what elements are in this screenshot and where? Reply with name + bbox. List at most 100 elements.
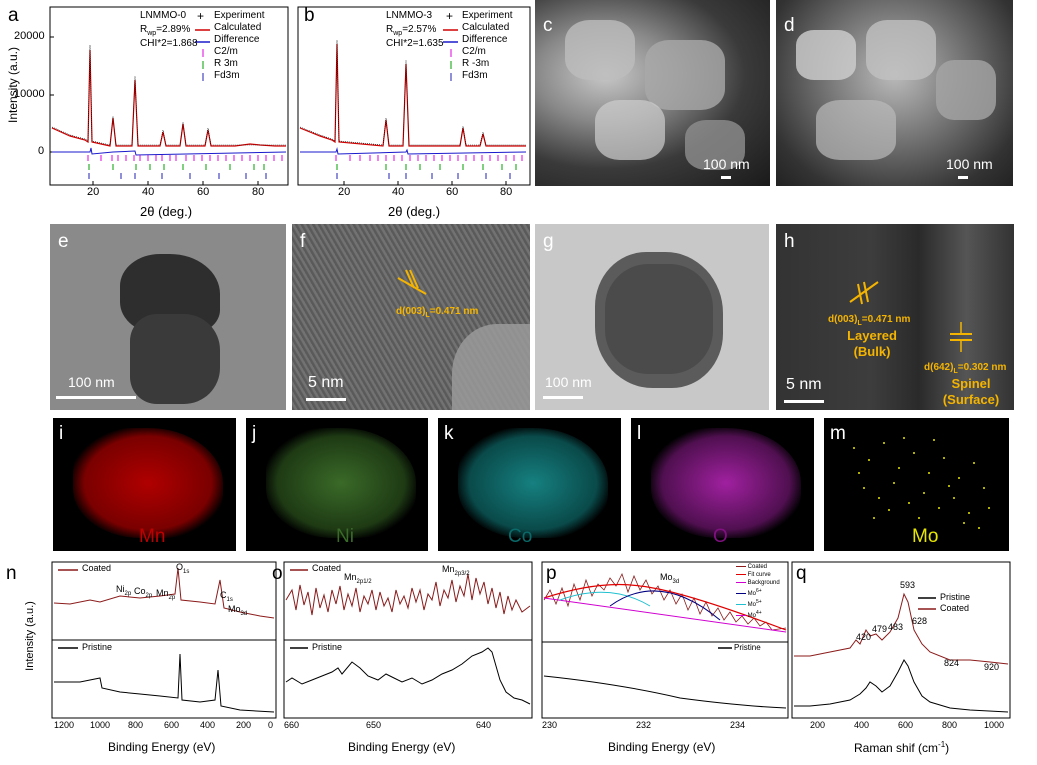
scale-label-h: 5 nm bbox=[786, 376, 822, 393]
peak-mn-2p12: Mn2p1/2 bbox=[344, 572, 372, 585]
panel-label-q: q bbox=[796, 563, 807, 584]
xtick-p-2: 234 bbox=[730, 720, 746, 730]
legend-pristine-p: Pristine bbox=[734, 643, 761, 652]
raman-peak-920: 920 bbox=[984, 662, 1000, 672]
d-spacing-h2: d(642)L=0.302 nm bbox=[924, 362, 1007, 375]
ytick-a-1: 10000 bbox=[14, 88, 45, 100]
tem-image-g: g 100 nm bbox=[535, 224, 769, 410]
eds-map-l: l O bbox=[631, 418, 814, 551]
x-axis-label-b: 2θ (deg.) bbox=[388, 204, 441, 219]
peak-mn-2p32: Mn2p3/2 bbox=[442, 564, 470, 577]
xtick-n-4: 400 bbox=[200, 720, 216, 730]
scale-label-e: 100 nm bbox=[68, 374, 115, 390]
scale-bar-c bbox=[721, 176, 731, 179]
panel-label-c: c bbox=[543, 15, 553, 36]
xtick-n-3: 600 bbox=[164, 720, 180, 730]
panel-a: + a LNMMO-0 Rwp=2.89% CHI*2=1.868 Experi… bbox=[0, 0, 290, 222]
peak-ni: Ni2p bbox=[116, 584, 132, 597]
panel-label-l: l bbox=[637, 423, 642, 444]
eds-map-i: i Mn bbox=[53, 418, 236, 551]
legend-coated-q: Coated bbox=[940, 603, 970, 613]
panel-label-i: i bbox=[59, 423, 64, 444]
xtick-q-2: 600 bbox=[898, 720, 914, 730]
lattice-marker-h2 bbox=[950, 322, 972, 352]
xtick-a-2: 60 bbox=[197, 186, 210, 198]
sem-image-c: c 100 nm bbox=[535, 0, 770, 186]
ytick-a-0: 20000 bbox=[14, 30, 45, 42]
peak-c1s: C1s bbox=[220, 590, 233, 603]
xtick-o-2: 640 bbox=[476, 720, 492, 730]
peak-mn: Mn2p bbox=[156, 588, 176, 601]
panel-q: q 593 628 420 479 483 824 920 Pristine C… bbox=[790, 560, 1030, 760]
rwp-a: Rwp=2.89% bbox=[140, 24, 191, 37]
xrd-plot-a: + bbox=[49, 6, 289, 186]
xrd-plot-b: + bbox=[297, 6, 531, 186]
scale-label-d: 100 nm bbox=[946, 156, 993, 172]
layered-label: Layered (Bulk) bbox=[847, 328, 897, 359]
hrtem-image-f: d(003)L=0.471 nm f 5 nm bbox=[292, 224, 530, 410]
peak-co: Co2p bbox=[134, 586, 153, 599]
xtick-p-0: 230 bbox=[542, 720, 558, 730]
xtick-b-0: 20 bbox=[338, 186, 351, 198]
legend-coated-o: Coated bbox=[312, 563, 342, 573]
panel-label-p: p bbox=[546, 563, 557, 584]
xtick-n-6: 0 bbox=[268, 720, 274, 730]
peak-o1s: O1s bbox=[176, 562, 190, 575]
raman-q bbox=[791, 561, 1011, 719]
panel-label-a: a bbox=[8, 5, 19, 26]
xtick-n-5: 200 bbox=[236, 720, 252, 730]
hrtem-image-h: d(003)L=0.471 nm Layered (Bulk) d(642)L=0… bbox=[776, 224, 1014, 410]
svg-text:+: + bbox=[197, 9, 204, 23]
chi-b: CHI*2=1.635 bbox=[386, 38, 444, 49]
xtick-q-1: 400 bbox=[854, 720, 870, 730]
legend-a: Experiment Calculated Difference C2/m R 3m F… bbox=[214, 10, 265, 81]
lattice-marker-f bbox=[397, 269, 427, 295]
panel-label-d: d bbox=[784, 15, 795, 36]
sample-name-b: LNMMO-3 bbox=[386, 10, 433, 21]
xps-survey-n bbox=[51, 561, 277, 719]
xtick-n-2: 800 bbox=[128, 720, 144, 730]
legend-pristine-q: Pristine bbox=[940, 592, 971, 602]
panel-label-o: o bbox=[272, 563, 283, 584]
x-axis-label-o: Binding Energy (eV) bbox=[348, 740, 456, 754]
x-axis-label-q: Raman shif (cm-1) bbox=[854, 740, 950, 755]
xtick-p-1: 232 bbox=[636, 720, 652, 730]
panel-p: p Mo3d Coated Fit curve Background Mo6+ … bbox=[540, 560, 790, 760]
panel-n: n Coated Pristine O1s Ni2p Co2p Mn2p C1s… bbox=[0, 560, 280, 760]
panel-b: + b LNMMO-3 Rwp=2.57% CHI*2=1.635 Experi… bbox=[290, 0, 535, 222]
xtick-b-3: 80 bbox=[500, 186, 513, 198]
xtick-q-0: 200 bbox=[810, 720, 826, 730]
y-axis-label-n: Intensity (a.u.) bbox=[24, 601, 36, 671]
eds-map-k: k Co bbox=[438, 418, 621, 551]
tem-image-e: e 100 nm bbox=[50, 224, 286, 410]
element-label-j: Ni bbox=[336, 526, 354, 547]
panel-label-b: b bbox=[304, 5, 315, 26]
panel-label-g: g bbox=[543, 231, 554, 252]
d-spacing-h1: d(003)L=0.471 nm bbox=[828, 314, 911, 327]
element-label-m: Mo bbox=[912, 526, 939, 547]
scale-bar-f bbox=[306, 398, 346, 401]
xtick-o-0: 660 bbox=[284, 720, 300, 730]
raman-peak-420: 420 bbox=[856, 632, 872, 642]
d-spacing-f: d(003)L=0.471 nm bbox=[396, 306, 479, 319]
element-label-i: Mn bbox=[139, 526, 166, 547]
panel-label-h: h bbox=[784, 231, 795, 252]
ytick-a-2: 0 bbox=[38, 145, 45, 157]
raman-peak-483: 483 bbox=[888, 622, 904, 632]
mo-dots bbox=[853, 437, 990, 529]
sem-image-d: d 100 nm bbox=[776, 0, 1013, 186]
x-axis-label-p: Binding Energy (eV) bbox=[608, 740, 716, 754]
scale-bar-d bbox=[958, 176, 968, 179]
sample-name-a: LNMMO-0 bbox=[140, 10, 187, 21]
chi-a: CHI*2=1.868 bbox=[140, 38, 198, 49]
raman-peak-628: 628 bbox=[912, 616, 928, 626]
panel-label-k: k bbox=[444, 423, 454, 444]
element-label-k: Co bbox=[508, 526, 533, 547]
xtick-n-1: 1000 bbox=[90, 720, 111, 730]
rwp-b: Rwp=2.57% bbox=[386, 24, 437, 37]
raman-peak-593: 593 bbox=[900, 580, 916, 590]
peak-mo-3d: Mo3d bbox=[660, 572, 680, 585]
raman-peak-479: 479 bbox=[872, 624, 888, 634]
scale-bar-h bbox=[784, 400, 824, 403]
spinel-label: Spinel (Surface) bbox=[942, 376, 1000, 407]
